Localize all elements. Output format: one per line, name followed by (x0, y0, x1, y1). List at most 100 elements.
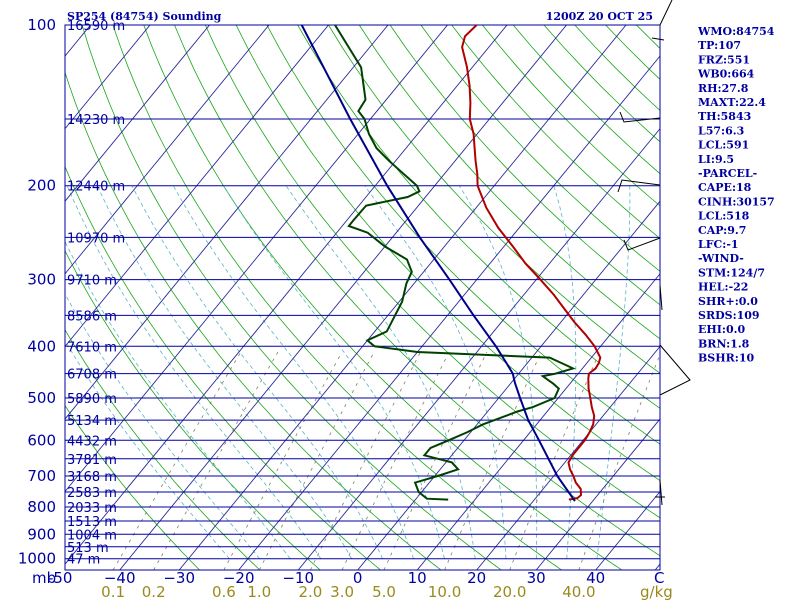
pressure-label: 900 (27, 525, 56, 543)
pressure-label: 100 (27, 16, 56, 34)
isotherm (238, 55, 660, 570)
profile-line (461, 25, 602, 501)
height-label: 47 m (67, 553, 100, 568)
stat-item: FRZ:551 (698, 53, 750, 66)
stat-item: HEL:-22 (698, 281, 748, 294)
height-label: 14230 m (67, 113, 125, 128)
dry-adiabat (65, 404, 200, 570)
stat-item: RH:27.8 (698, 82, 749, 95)
stat-item: SHR+:0.0 (698, 295, 758, 308)
wind-barb (619, 111, 661, 123)
height-label: 4432 m (67, 434, 117, 449)
temperature-label: 40 (586, 569, 605, 587)
profiles (300, 25, 602, 502)
stat-item: LCL:591 (698, 139, 749, 152)
mixing-ratio-line (341, 351, 450, 570)
wind-barb (659, 0, 673, 26)
height-label: 9710 m (67, 274, 117, 289)
height-label: 10970 m (67, 231, 125, 246)
dry-adiabat (574, 25, 660, 111)
stat-item: TH:5843 (698, 110, 751, 123)
height-label: 5890 m (67, 392, 117, 407)
moist-adiabat (553, 185, 577, 559)
stat-item: BRN:1.8 (698, 337, 750, 350)
stat-item: MAXT:22.4 (698, 96, 766, 109)
mixing-ratio-label: 5.0 (372, 583, 396, 600)
moist-adiabat (96, 185, 352, 559)
stat-item: LI:9.5 (698, 153, 734, 166)
moist-adiabat (65, 339, 230, 559)
mixing-ratio-label: 1.0 (247, 583, 271, 600)
temperature-label: −40 (104, 569, 136, 587)
wind-barb (651, 37, 665, 41)
temperature-label: 20 (467, 569, 486, 587)
isotherm (65, 25, 211, 202)
height-label: 513 m (67, 541, 109, 556)
chart-title: SP254 (84754) Sounding (67, 10, 222, 23)
mixing-ratio-label: 2.0 (298, 583, 322, 600)
height-label: 6708 m (67, 368, 117, 383)
temperature-label: 10 (408, 569, 427, 587)
mixing-ratio-lines (112, 351, 660, 570)
stat-item: SRDS:109 (698, 309, 760, 322)
isotherm (119, 25, 568, 570)
temperature-label: −20 (223, 569, 255, 587)
mixing-ratio-labels: 0.1 0.2 0.6 1.0 2.0 3.0 5.0 10.0 20.0 40.0 (101, 583, 595, 600)
isotherms (65, 25, 660, 570)
valid-time: 1200Z 20 OCT 25 (546, 10, 653, 23)
mixing-ratio-label: 3.0 (330, 583, 354, 600)
dry-adiabats (65, 25, 660, 570)
height-label: 7610 m (67, 340, 117, 355)
isotherm (357, 200, 660, 570)
height-label: 2583 m (67, 486, 117, 501)
profile-line (333, 25, 576, 501)
profile-line (300, 25, 576, 502)
stat-item: BSHR:10 (698, 352, 754, 365)
stat-item: LFC:-1 (698, 238, 739, 251)
stat-item: CAPE:18 (698, 181, 752, 194)
moist-adiabat (364, 185, 507, 559)
moist-adiabat (131, 185, 383, 559)
isotherm (535, 418, 660, 570)
stat-item: LCL:518 (698, 210, 750, 223)
height-labels: 16590 m 14230 m 12440 m 10970 m 9710 m 8586 m… (67, 19, 125, 568)
mixing-ratio-line (578, 353, 660, 570)
stat-item: CINH:30157 (698, 195, 775, 208)
dry-adiabat (81, 25, 502, 570)
mixing-ratio-line (112, 351, 242, 570)
dry-adiabat (512, 25, 660, 175)
mixing-ratio-line (223, 351, 343, 570)
height-label: 1004 m (67, 528, 117, 543)
mixing-ratio-unit: g/kg (640, 583, 673, 600)
height-label: 3781 m (67, 453, 117, 468)
temperature-label: −10 (282, 569, 314, 587)
pressure-label: 400 (27, 337, 56, 355)
pressure-label: 800 (27, 498, 56, 516)
stat-item: WB0:664 (697, 68, 755, 81)
isotherm (178, 25, 627, 570)
mixing-ratio-label: 10.0 (428, 583, 461, 600)
moist-adiabat (172, 185, 414, 559)
wind-barb (617, 179, 661, 193)
height-label: 5134 m (67, 414, 117, 429)
pressure-label: 200 (27, 177, 56, 195)
mixing-ratio-label: 40.0 (562, 583, 595, 600)
moist-adiabat (223, 185, 445, 559)
mixing-ratio-label: 0.2 (142, 583, 166, 600)
isotherm (65, 25, 270, 275)
moist-adiabat (65, 293, 260, 559)
wind-barb (623, 237, 661, 251)
mixing-ratio-label: 0.1 (101, 583, 125, 600)
isotherm (65, 25, 508, 565)
isotherm (65, 25, 151, 130)
pressure-label: 600 (27, 431, 56, 449)
stat-item: CAP:9.7 (698, 224, 746, 237)
stat-item: EHI:0.0 (698, 323, 745, 336)
temperature-unit: C (654, 569, 664, 587)
moist-adiabat (285, 185, 476, 559)
isotherm (65, 25, 449, 493)
height-label: 16590 m (67, 19, 125, 34)
pressure-tick-labels: 100 200 300 400 500 600 700 800 900 1000 (18, 16, 56, 568)
